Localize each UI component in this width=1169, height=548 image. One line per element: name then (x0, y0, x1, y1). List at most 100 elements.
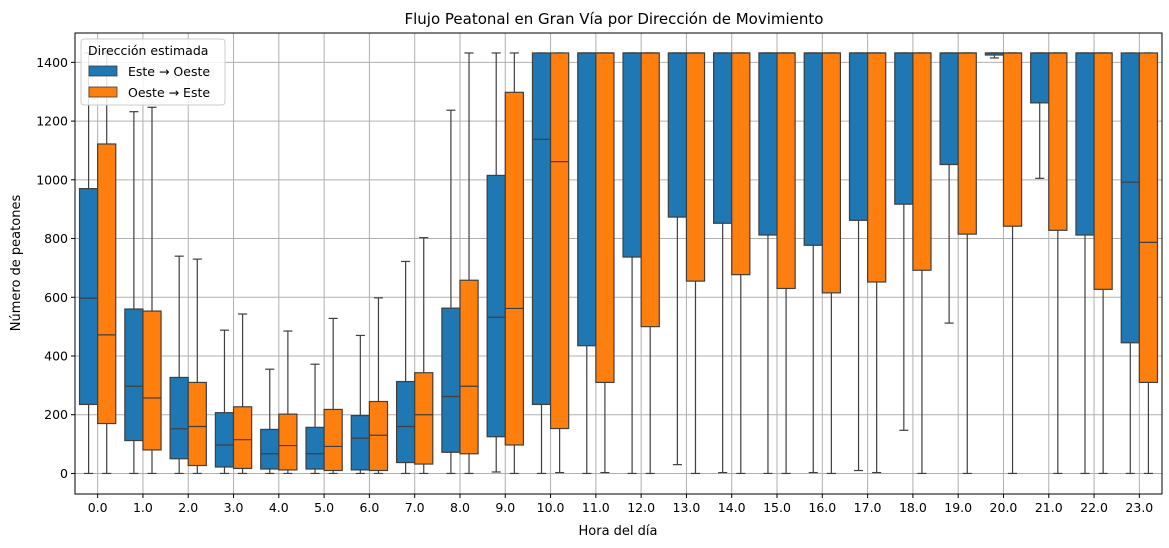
box-oeste-este (278, 330, 298, 475)
box-oeste-este-iqr (731, 52, 751, 276)
y-tick-label: 1400 (36, 55, 68, 70)
box-oeste-este (731, 52, 751, 475)
box-oeste-este-iqr (549, 52, 570, 430)
x-axis-label: Hora del día (579, 524, 658, 539)
box-oeste-este (504, 52, 524, 475)
box-este-oeste (758, 52, 778, 475)
box-oeste-este (97, 52, 117, 475)
box-oeste-este (142, 106, 162, 475)
legend-swatch-este-oeste (88, 65, 118, 77)
box-oeste-este (640, 52, 660, 475)
x-tick-label: 23.0 (1125, 500, 1153, 515)
box-este-oeste-iqr (350, 415, 370, 471)
box-este-oeste (713, 52, 733, 474)
plot-frame (74, 32, 1163, 495)
x-tick-label: 13.0 (673, 500, 701, 515)
box-oeste-este-iqr (142, 310, 162, 451)
x-tick-label: 5.0 (314, 500, 334, 515)
box-oeste-este-iqr (1002, 52, 1023, 227)
box-este-oeste-iqr (78, 188, 99, 406)
x-tick-label: 6.0 (359, 500, 379, 515)
box-este-oeste-iqr (124, 308, 144, 442)
chart-title: Flujo Peatonal en Gran Vía por Dirección… (405, 10, 824, 28)
legend-swatch-oeste-este (88, 86, 118, 98)
y-tick-label: 1200 (36, 114, 68, 129)
box-oeste-este-iqr (414, 372, 434, 465)
box-oeste-este (368, 297, 389, 475)
box-este-oeste-iqr (622, 52, 642, 258)
box-oeste-este-iqr (867, 52, 887, 283)
box-este-oeste-iqr (395, 380, 416, 464)
box-oeste-este-iqr (504, 91, 524, 446)
x-tick-label: 14.0 (718, 500, 746, 515)
x-tick-label: 0.0 (88, 500, 108, 515)
x-tick-label: 8.0 (450, 500, 470, 515)
box-este-oeste-iqr (169, 376, 189, 460)
box-oeste-este-iqr (912, 52, 932, 271)
tick-layer: 0 200 400 600 800 1000 1200 1400 0.0 1.0 2.0 3.0 4.0… (36, 55, 1153, 515)
box-oeste-este (459, 52, 479, 475)
box-este-oeste-iqr (260, 428, 280, 470)
box-oeste-este (187, 258, 207, 475)
box-oeste-este-iqr (776, 52, 796, 290)
y-tick-label: 200 (44, 407, 68, 422)
box-este-oeste (350, 334, 370, 475)
box-oeste-este (1093, 52, 1113, 475)
y-tick-label: 1000 (36, 172, 68, 187)
box-oeste-este-iqr (187, 381, 207, 467)
x-tick-label: 7.0 (405, 500, 425, 515)
x-tick-label: 9.0 (495, 500, 515, 515)
box-oeste-este-iqr (595, 52, 615, 384)
legend-label-este-oeste: Este → Oeste (128, 64, 210, 79)
box-este-oeste (214, 329, 235, 475)
box-este-oeste-iqr (305, 426, 325, 470)
box-este-oeste-iqr (713, 52, 733, 224)
box-oeste-este (323, 317, 343, 475)
box-este-oeste-iqr (894, 52, 914, 205)
box-oeste-este-iqr (97, 143, 117, 425)
box-oeste-este (232, 313, 253, 475)
box-oeste-este-iqr (368, 400, 389, 472)
box-oeste-este (867, 52, 887, 474)
box-oeste-este (957, 52, 977, 475)
x-tick-label: 2.0 (178, 500, 198, 515)
box-este-oeste-iqr (1030, 52, 1050, 104)
box-este-oeste (395, 260, 416, 475)
box-este-oeste (1075, 52, 1095, 475)
box-este-oeste (984, 52, 1005, 59)
box-este-oeste (169, 255, 189, 475)
legend: Dirección estimada Este → Oeste Oeste → … (80, 38, 226, 106)
box-este-oeste-iqr (758, 52, 778, 236)
x-tick-label: 1.0 (133, 500, 153, 515)
legend-title: Dirección estimada (88, 43, 208, 58)
box-oeste-este-iqr (278, 413, 298, 471)
y-tick-label: 400 (44, 348, 68, 363)
x-tick-label: 20.0 (990, 500, 1018, 515)
box-oeste-este-iqr (685, 52, 706, 282)
box-este-oeste-iqr (667, 52, 688, 218)
box-oeste-este (912, 52, 932, 475)
box-este-oeste-iqr (1075, 52, 1095, 236)
x-tick-label: 17.0 (854, 500, 882, 515)
box-este-oeste-iqr (803, 52, 823, 246)
box-oeste-este (1138, 52, 1159, 475)
box-oeste-este (595, 52, 615, 474)
box-oeste-este-iqr (1093, 52, 1113, 290)
box-oeste-este-iqr (1138, 52, 1159, 384)
box-oeste-este-iqr (640, 52, 660, 328)
box-este-oeste-iqr (1120, 52, 1140, 344)
box-oeste-este-iqr (232, 406, 253, 470)
box-oeste-este (1048, 52, 1068, 475)
y-tick-label: 600 (44, 290, 68, 305)
box-oeste-este (1002, 52, 1023, 475)
box-este-oeste-iqr (214, 412, 235, 468)
box-este-oeste (1120, 52, 1140, 475)
x-tick-label: 22.0 (1080, 500, 1108, 515)
box-oeste-este (685, 52, 706, 475)
x-tick-label: 4.0 (269, 500, 289, 515)
box-este-oeste-iqr (441, 307, 461, 453)
box-oeste-este-iqr (1048, 52, 1068, 231)
y-axis-label: Número de peatones (9, 195, 24, 332)
box-este-oeste (124, 111, 144, 475)
box-este-oeste (622, 52, 642, 475)
